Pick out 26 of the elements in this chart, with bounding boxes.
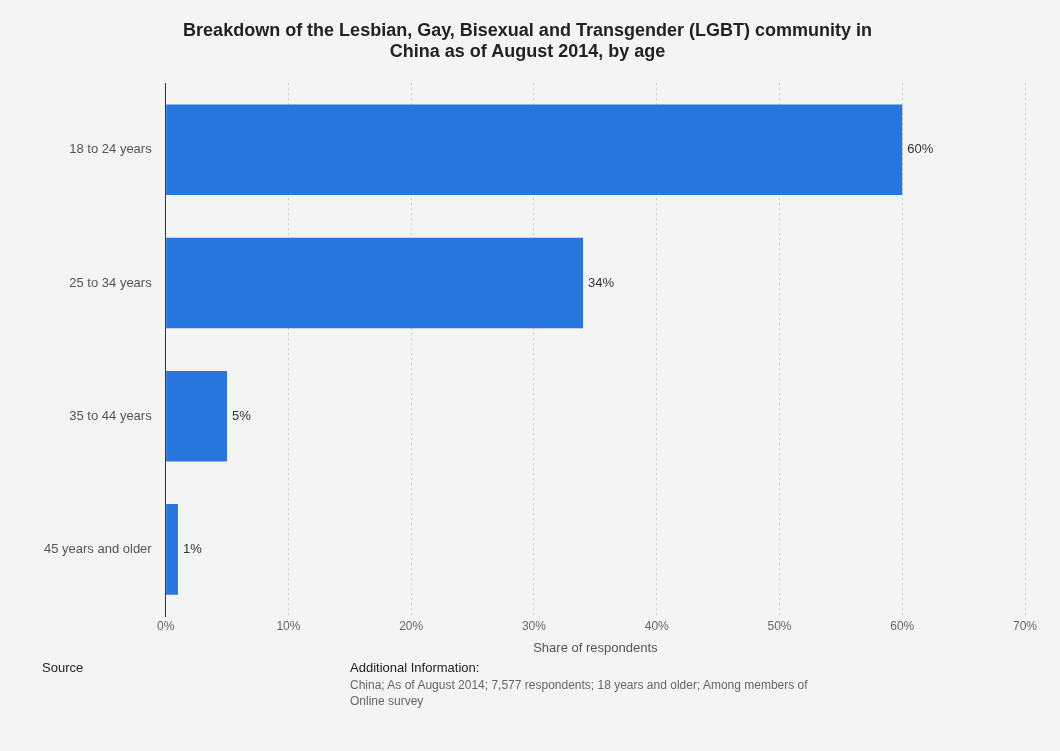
- y-tick-label: 35 to 44 years: [69, 407, 153, 423]
- chart-title: Breakdown of the Lesbian, Gay, Bisexual and Transgender (LGBT) community in China as of August 2014, by age: [183, 19, 872, 62]
- bar: [166, 104, 903, 196]
- y-tick-label: 18 to 24 years: [69, 141, 153, 157]
- x-tick-label: 40%: [644, 618, 670, 633]
- x-tick-label: 20%: [399, 618, 424, 633]
- text: Source: [42, 660, 84, 675]
- data-label: 60%: [907, 141, 934, 157]
- bar: [166, 504, 178, 595]
- y-tick-label: 45 years and older: [43, 540, 153, 556]
- x-tick-label: 10%: [276, 618, 301, 633]
- y-tick-label: 25 to 34 years: [69, 274, 153, 290]
- x-tick-label: 30%: [521, 618, 547, 633]
- x-axis-title: Share of respondents: [533, 639, 658, 655]
- data-label: 5%: [232, 407, 252, 423]
- x-tick-label: 70%: [1012, 618, 1038, 633]
- x-tick-label: 0%: [157, 618, 175, 633]
- bar: [166, 370, 228, 462]
- data-label: 1%: [182, 540, 203, 556]
- text: Additional Information:: [350, 660, 480, 675]
- text: China; As of August 2014; 7,577 respondents; 18 years and older; Among members of: [350, 678, 808, 692]
- data-label: 34%: [588, 274, 615, 290]
- text: Online survey: [350, 694, 424, 708]
- x-tick-label: 60%: [890, 618, 915, 633]
- x-tick-label: 50%: [767, 618, 792, 633]
- bar: [166, 237, 584, 329]
